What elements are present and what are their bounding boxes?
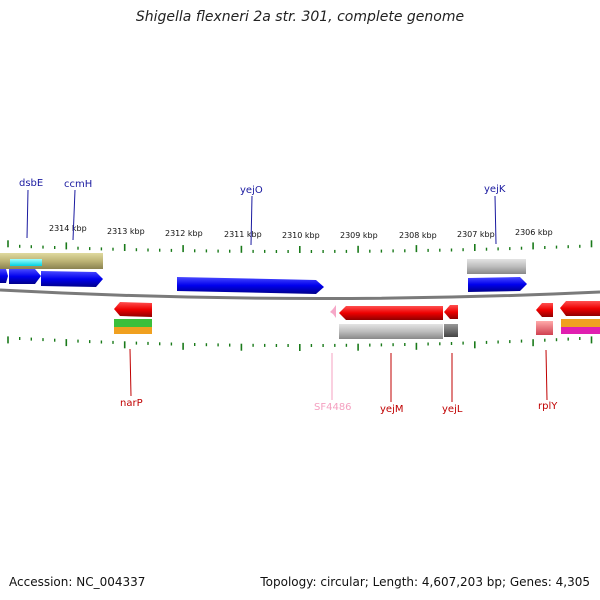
gene-label-yejM[interactable]: yejM: [380, 404, 403, 415]
scale-ticks-inner: [7, 336, 593, 351]
gene-label-yejO[interactable]: yejO: [240, 185, 263, 196]
gene-label-narP[interactable]: narP: [120, 398, 143, 409]
feature-grey: [339, 324, 443, 339]
feature-cyan: [10, 259, 42, 266]
tick-label: 2306 kbp: [515, 228, 553, 237]
gene-arrow: [560, 301, 600, 316]
gene-arrow-rplY: [536, 303, 553, 317]
tick-label: 2313 kbp: [107, 227, 145, 236]
gene-arrow-yejL: [444, 305, 458, 319]
gene-arrow: [9, 269, 41, 284]
scale-ticks-outer: [7, 240, 593, 253]
tick-label: 2307 kbp: [457, 230, 495, 239]
tick-label: 2309 kbp: [340, 231, 378, 240]
feature-orange: [561, 319, 600, 327]
gene-arrow-yejM: [339, 306, 443, 320]
gene-arrow: [41, 271, 103, 287]
tick-label: 2308 kbp: [399, 231, 437, 240]
feature-orange: [114, 327, 152, 334]
tick-label: 2312 kbp: [165, 229, 203, 238]
forward-strand-features: [0, 253, 527, 294]
map-title: Shigella flexneri 2a str. 301, complete …: [135, 9, 465, 25]
genome-summary-text: Topology: circular; Length: 4,607,203 bp…: [260, 575, 590, 589]
gene-label-rplY[interactable]: rplY: [538, 401, 558, 412]
gene-arrow-narP: [114, 302, 152, 317]
accession-text: Accession: NC_004337: [9, 575, 146, 589]
gene-label-yejK[interactable]: yejK: [484, 184, 506, 195]
gene-arrow-yejK: [468, 277, 527, 292]
gene-label-dsbE[interactable]: dsbE: [19, 178, 43, 189]
gene-labels: dsbE ccmH yejO yejK narP SF4486 yejM yej…: [19, 178, 558, 415]
gene-label-yejL[interactable]: yejL: [442, 404, 463, 415]
tick-label: 2311 kbp: [224, 230, 262, 239]
feature-pinkred: [536, 321, 553, 335]
tick-label: 2314 kbp: [49, 224, 87, 233]
genome-backbone: [0, 288, 600, 301]
feature-magenta: [561, 327, 600, 334]
scale-labels: 2314 kbp 2313 kbp 2312 kbp 2311 kbp 2310…: [49, 224, 553, 240]
gene-arrow: [0, 269, 8, 283]
gene-label-SF4486[interactable]: SF4486: [314, 402, 352, 413]
label-leaders: [26, 189, 548, 402]
gene-label-ccmH[interactable]: ccmH: [64, 179, 92, 190]
reverse-strand-features: [114, 301, 600, 339]
feature-green: [114, 319, 152, 327]
gene-arrow-SF4486: [330, 305, 336, 318]
feature-darkgrey: [444, 324, 458, 337]
feature-grey: [467, 259, 526, 274]
gene-arrow-yejO: [177, 277, 324, 294]
tick-label: 2310 kbp: [282, 231, 320, 240]
